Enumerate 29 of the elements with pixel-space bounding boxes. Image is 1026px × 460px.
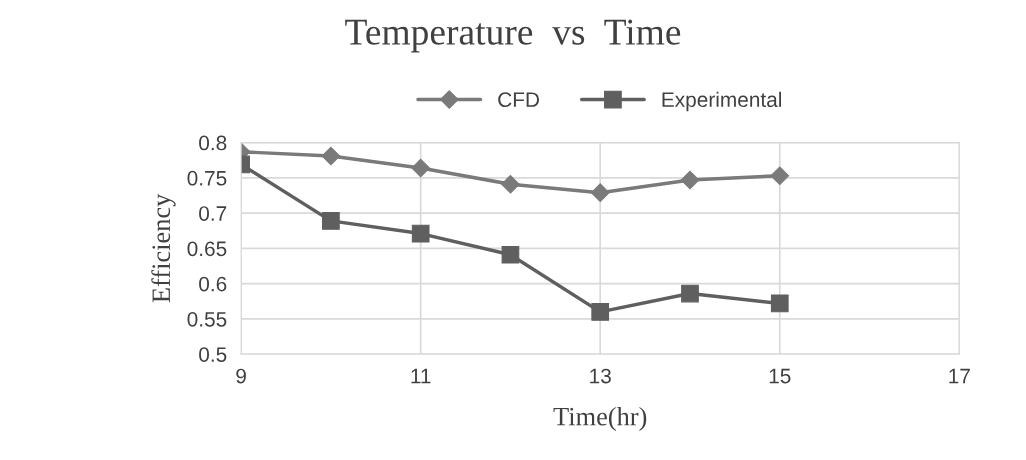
point (501, 245, 520, 264)
x-tick-label: 17 (949, 368, 970, 384)
y-tick-label: 0.8 (199, 135, 227, 151)
point (681, 284, 699, 303)
x-tick-label: 11 (411, 368, 431, 384)
point (411, 158, 431, 178)
x-tick-label: 9 (236, 368, 246, 384)
y-tick-label: 0.5 (199, 347, 227, 362)
point (770, 294, 789, 313)
y-axis-title: Efficiency (151, 193, 176, 303)
point (411, 224, 430, 243)
y-tick-label: 0.55 (187, 311, 227, 327)
legend-label: CFD (498, 92, 539, 108)
y-tick-label: 0.65 (187, 241, 227, 257)
y-tick-label: 0.6 (199, 276, 227, 292)
x-tick-label: 13 (590, 368, 611, 384)
x-axis-title: Time(hr) (553, 406, 647, 431)
y-tick-label: 0.75 (187, 170, 227, 186)
point (680, 170, 700, 190)
point (591, 303, 610, 321)
y-tick-label: 0.7 (199, 206, 227, 221)
chart-title: Temperature vs Time (345, 19, 681, 53)
point (770, 166, 790, 186)
point (501, 174, 520, 194)
legend-label: Experimental (662, 91, 782, 112)
point (322, 212, 340, 230)
x-tick-label: 15 (769, 368, 791, 384)
point (321, 146, 341, 166)
point (590, 183, 610, 203)
